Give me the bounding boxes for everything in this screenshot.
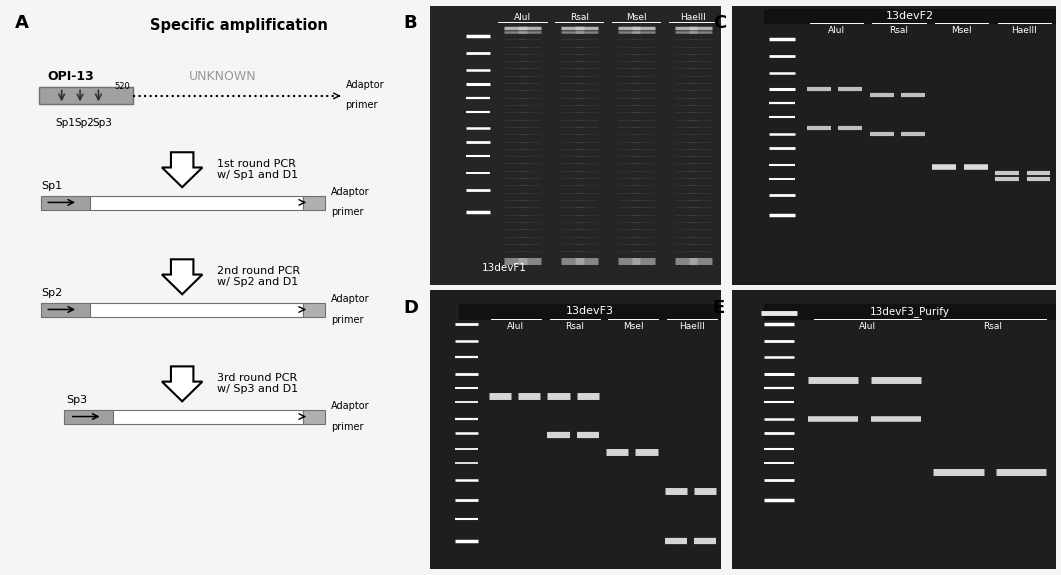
Text: primer: primer (331, 421, 364, 432)
Bar (41, 196, 90, 210)
Text: 3rd round PCR: 3rd round PCR (216, 373, 297, 382)
Text: E: E (713, 299, 725, 317)
Text: HaeIII: HaeIII (1011, 26, 1038, 35)
Bar (64, 410, 112, 424)
Bar (302, 302, 325, 317)
Bar (90, 196, 302, 210)
Text: primer: primer (331, 208, 364, 217)
Bar (764, 9, 1056, 24)
Bar (764, 304, 1056, 320)
Text: AluI: AluI (859, 321, 876, 331)
Text: HaeIII: HaeIII (680, 13, 706, 22)
Text: w/ Sp1 and D1: w/ Sp1 and D1 (216, 170, 298, 180)
Bar (41, 302, 90, 317)
Text: w/ Sp2 and D1: w/ Sp2 and D1 (216, 277, 298, 287)
Text: RsaI: RsaI (566, 321, 585, 331)
Polygon shape (162, 366, 203, 401)
Text: 13devF3_Purify: 13devF3_Purify (870, 306, 950, 317)
Text: UNKNOWN: UNKNOWN (189, 70, 257, 83)
Text: MseI: MseI (623, 321, 644, 331)
Bar (39, 87, 134, 105)
Bar (302, 196, 325, 210)
Text: Sp3: Sp3 (66, 394, 87, 405)
Polygon shape (162, 259, 203, 294)
Text: MseI: MseI (952, 26, 972, 35)
Text: 2nd round PCR: 2nd round PCR (216, 266, 300, 275)
Text: Sp3: Sp3 (92, 118, 112, 128)
Text: AluI: AluI (507, 321, 524, 331)
Text: 1st round PCR: 1st round PCR (216, 159, 296, 168)
Text: Sp2: Sp2 (74, 118, 93, 128)
Bar (459, 304, 721, 320)
Text: D: D (403, 299, 418, 317)
Text: MseI: MseI (626, 13, 646, 22)
Polygon shape (162, 152, 203, 187)
Text: 13devF2: 13devF2 (886, 10, 934, 21)
Bar (90, 302, 302, 317)
Text: B: B (403, 14, 417, 32)
Text: Sp1: Sp1 (41, 181, 63, 190)
Text: Adaptor: Adaptor (331, 401, 370, 412)
Text: Sp2: Sp2 (41, 288, 63, 298)
Text: A: A (15, 14, 29, 32)
Text: primer: primer (331, 315, 364, 324)
Text: primer: primer (346, 101, 378, 110)
Text: RsaI: RsaI (889, 26, 908, 35)
Text: C: C (713, 14, 726, 32)
Text: Specific amplification: Specific amplification (151, 18, 328, 33)
Text: 520: 520 (115, 82, 131, 91)
Text: Sp1: Sp1 (55, 118, 75, 128)
Text: Adaptor: Adaptor (331, 187, 370, 197)
Bar (112, 410, 302, 424)
Text: AluI: AluI (828, 26, 845, 35)
Text: Adaptor: Adaptor (346, 81, 384, 90)
Text: RsaI: RsaI (984, 321, 1003, 331)
Text: w/ Sp3 and D1: w/ Sp3 and D1 (216, 384, 298, 394)
Text: 13devF3: 13devF3 (567, 306, 614, 316)
Text: Adaptor: Adaptor (331, 294, 370, 304)
Bar (302, 410, 325, 424)
Text: RsaI: RsaI (570, 13, 589, 22)
Text: OPI-13: OPI-13 (48, 70, 94, 83)
Text: HaeIII: HaeIII (679, 321, 705, 331)
Text: AluI: AluI (514, 13, 530, 22)
Text: 13devF1: 13devF1 (482, 263, 527, 274)
